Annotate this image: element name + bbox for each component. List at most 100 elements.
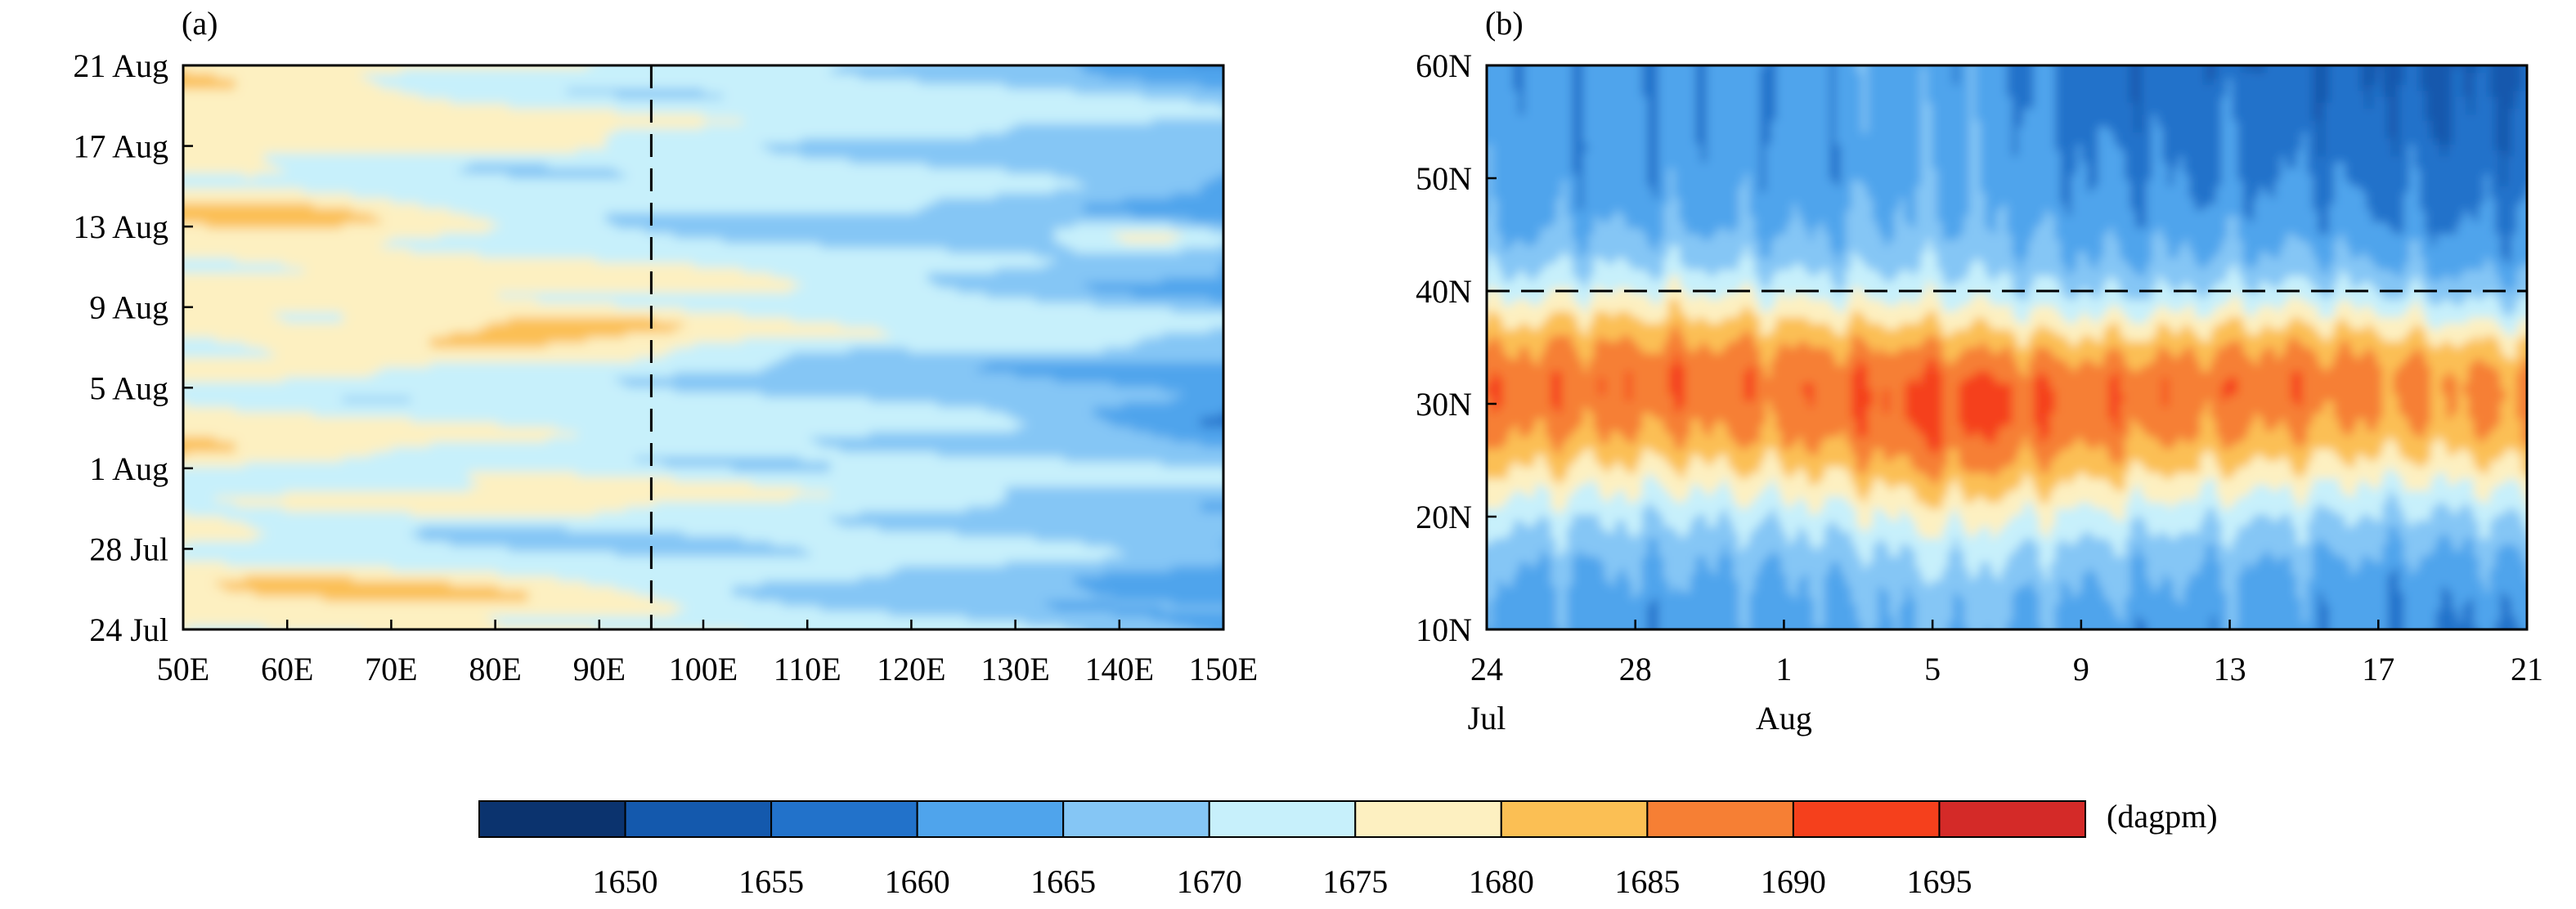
contour-cell [1093, 198, 1104, 204]
contour-cell [498, 143, 509, 150]
contour-cell [1171, 253, 1183, 259]
contour-cell [849, 98, 860, 105]
contour-cell [1093, 183, 1104, 190]
contour-cell [781, 188, 792, 195]
contour-cell [245, 262, 256, 269]
contour-cell [771, 267, 783, 274]
contour-cell [761, 123, 773, 130]
contour-cell [684, 74, 694, 80]
contour-cell [849, 123, 860, 130]
contour-cell [927, 143, 939, 150]
contour-cell [401, 65, 412, 70]
contour-cell [459, 119, 470, 125]
contour-cell [245, 88, 256, 95]
contour-cell [761, 222, 773, 229]
contour-cell [908, 208, 919, 214]
contour-cell [888, 98, 900, 105]
contour-cell [878, 93, 890, 100]
contour-cell [1064, 168, 1075, 175]
contour-cell [1025, 222, 1036, 229]
contour-cell [967, 128, 977, 135]
contour-cell [342, 119, 353, 125]
contour-cell [342, 69, 353, 75]
contour-cell [1025, 65, 1036, 70]
contour-cell [498, 217, 509, 224]
contour-cell [1005, 114, 1016, 120]
contour-cell [391, 238, 402, 244]
contour-cell [996, 59, 1007, 65]
contour-cell [976, 153, 987, 159]
contour-cell [1122, 213, 1133, 219]
contour-cell [205, 65, 217, 70]
contour-cell [371, 238, 383, 244]
contour-cell [391, 203, 402, 209]
contour-cell [684, 203, 694, 209]
contour-cell [703, 208, 714, 214]
contour-cell [352, 183, 363, 190]
contour-cell [1181, 128, 1192, 135]
contour-cell [195, 98, 207, 105]
contour-cell [605, 243, 617, 249]
contour-cell [322, 272, 334, 279]
contour-cell [1054, 49, 1065, 55]
contour-cell [1181, 88, 1192, 95]
contour-cell [449, 217, 460, 224]
contour-cell [830, 198, 841, 204]
contour-cell [430, 217, 441, 224]
contour-cell [547, 208, 559, 214]
contour-cell [752, 193, 763, 199]
contour-cell [254, 128, 266, 135]
contour-cell [225, 183, 236, 190]
contour-cell [332, 128, 343, 135]
contour-cell [1074, 188, 1085, 195]
contour-cell [781, 54, 792, 60]
contour-cell [186, 78, 197, 85]
contour-cell [508, 78, 519, 85]
contour-cell [469, 143, 480, 150]
contour-cell [1142, 262, 1153, 269]
contour-cell [878, 222, 890, 229]
contour-cell [1074, 69, 1085, 75]
contour-cell [1191, 168, 1202, 175]
contour-cell [732, 222, 743, 229]
contour-cell [449, 133, 460, 140]
contour-cell [927, 123, 939, 130]
contour-cell [771, 243, 783, 249]
contour-cell [449, 253, 460, 259]
contour-cell [1084, 78, 1095, 85]
contour-cell [684, 148, 694, 154]
contour-cell [878, 213, 890, 219]
contour-cell [849, 109, 860, 115]
contour-cell [1025, 208, 1036, 214]
contour-cell [313, 54, 324, 60]
contour-cell [1161, 74, 1173, 80]
contour-cell [712, 238, 724, 244]
contour-cell [703, 88, 714, 95]
contour-cell [537, 222, 549, 229]
contour-cell [947, 133, 958, 140]
contour-cell [1142, 93, 1153, 100]
contour-cell [527, 193, 539, 199]
contour-cell [635, 188, 646, 195]
contour-cell [1230, 199, 1241, 204]
contour-cell [635, 119, 646, 125]
contour-cell [985, 253, 997, 259]
contour-cell [995, 208, 1007, 214]
contour-cell [654, 193, 666, 199]
contour-cell [547, 272, 559, 279]
contour-cell [225, 74, 236, 80]
contour-cell [186, 93, 197, 100]
contour-cell [732, 217, 743, 224]
contour-cell [1084, 109, 1095, 115]
contour-cell [1005, 267, 1016, 274]
contour-cell [722, 243, 734, 249]
contour-cell [644, 74, 656, 80]
contour-cell [674, 188, 685, 195]
contour-cell [712, 163, 724, 169]
contour-cell [183, 83, 187, 90]
contour-cell [303, 183, 314, 190]
contour-cell [868, 78, 880, 85]
contour-cell [937, 253, 949, 259]
contour-cell [183, 178, 187, 185]
contour-cell [878, 74, 890, 80]
